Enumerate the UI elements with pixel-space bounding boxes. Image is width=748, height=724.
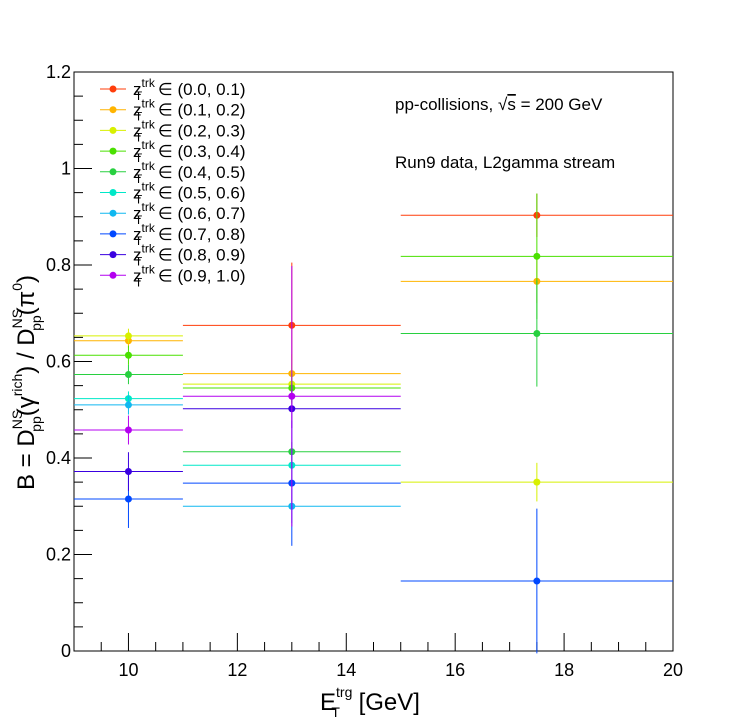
legend-label: ztrk T ∈ (0.6, 0.7) (133, 200, 245, 227)
y-tick-label: 1.2 (46, 62, 71, 82)
legend-marker (109, 209, 117, 217)
legend-label: ztrk T ∈ (0.7, 0.8) (133, 221, 245, 248)
annotation-collisions: pp-collisions, √s = 200 GeV (395, 95, 603, 114)
marker (533, 252, 541, 260)
legend-marker (109, 251, 117, 259)
marker (533, 478, 541, 486)
y-tick-labels: 0 0.2 0.4 0.6 0.8 1 1.2 (46, 62, 71, 661)
marker (124, 332, 132, 340)
marker (533, 330, 541, 338)
legend-label: ztrk T ∈ (0.8, 0.9) (133, 242, 245, 269)
marker (124, 426, 132, 434)
data-point (400, 280, 673, 387)
x-tick-label: 10 (118, 660, 138, 680)
y-tick-label: 0 (61, 641, 71, 661)
y-tick-label: 0.4 (46, 448, 71, 468)
legend-entry: ztrk T ∈ (0.0, 0.1) (100, 76, 245, 103)
x-tick-label: 20 (663, 660, 683, 680)
legend-marker (109, 189, 117, 196)
x-tick-label: 18 (554, 660, 574, 680)
x-tick-label: 12 (227, 660, 247, 680)
legend-entry: ztrk T ∈ (0.6, 0.7) (100, 200, 245, 227)
legend-entry: ztrk T ∈ (0.1, 0.2) (100, 97, 245, 124)
axis-ticks (73, 71, 674, 652)
legend-marker (109, 271, 117, 279)
marker (533, 577, 541, 585)
marker (124, 495, 132, 503)
data-point (400, 462, 673, 502)
marker (124, 468, 132, 476)
marker (288, 392, 296, 400)
y-tick-label: 1 (61, 159, 71, 179)
data-point (74, 452, 183, 491)
x-tick-labels: 10 12 14 16 18 20 (118, 660, 683, 680)
legend-label: ztrk T ∈ (0.4, 0.5) (133, 159, 245, 186)
legend-marker (109, 168, 117, 176)
x-axis-label: Etrg T [GeV] (320, 684, 420, 720)
legend-label: ztrk T ∈ (0.5, 0.6) (133, 180, 245, 207)
data-point (74, 345, 183, 365)
legend-marker (109, 85, 117, 93)
legend-entry: ztrk T ∈ (0.4, 0.5) (100, 159, 245, 186)
legend-entry: ztrk T ∈ (0.9, 1.0) (100, 262, 245, 289)
legend-entry: ztrk T ∈ (0.3, 0.4) (100, 138, 245, 165)
legend-entry: ztrk T ∈ (0.5, 0.6) (100, 180, 245, 207)
y-tick-label: 0.2 (46, 545, 71, 565)
legend-label: ztrk T ∈ (0.1, 0.2) (133, 97, 245, 124)
legend-entry: ztrk T ∈ (0.2, 0.3) (100, 117, 245, 144)
x-tick-label: 16 (445, 660, 465, 680)
y-axis-label: B = DNS pp(γrich) / DNS pp(π0) (9, 275, 44, 490)
legend-marker (109, 230, 117, 238)
y-tick-label: 0.8 (46, 255, 71, 275)
marker (124, 401, 132, 409)
data-point (74, 364, 183, 385)
legend-marker (109, 106, 117, 114)
legend-label: ztrk T ∈ (0.3, 0.4) (133, 138, 245, 165)
legend-marker (109, 147, 117, 155)
x-tick-label: 14 (336, 660, 356, 680)
data-point (74, 395, 183, 415)
data-point (74, 328, 183, 344)
legend-label: ztrk T ∈ (0.2, 0.3) (133, 117, 245, 144)
legend-marker (109, 126, 117, 134)
legend-label: ztrk T ∈ (0.0, 0.1) (133, 76, 245, 103)
legend-entry: ztrk T ∈ (0.7, 0.8) (100, 221, 245, 248)
data-point (74, 415, 183, 445)
y-tick-label: 0.6 (46, 352, 71, 372)
data-point (182, 265, 401, 527)
marker (124, 351, 132, 359)
data-point (400, 508, 673, 654)
legend-entry: ztrk T ∈ (0.8, 0.9) (100, 242, 245, 269)
legend-label: ztrk T ∈ (0.9, 1.0) (133, 262, 245, 289)
data-points (74, 193, 673, 654)
annotation-dataset: Run9 data, L2gamma stream (395, 153, 615, 172)
legend: ztrk T ∈ (0.0, 0.1)ztrk T ∈ (0.1, 0.2)ztrk… (100, 76, 245, 289)
marker (124, 371, 132, 379)
